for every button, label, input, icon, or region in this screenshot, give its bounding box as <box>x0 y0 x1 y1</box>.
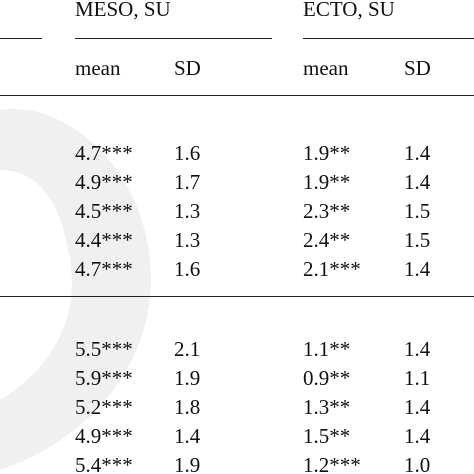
cell: 1.1 <box>404 366 431 390</box>
cell: 1.0 <box>404 453 431 474</box>
cell: 1.9 <box>174 453 201 474</box>
subheader: SD <box>404 56 431 80</box>
cell: 1.6 <box>174 141 201 165</box>
cell: 4.7*** <box>75 141 133 165</box>
rule <box>75 38 272 39</box>
subheader: mean <box>75 56 121 80</box>
rule <box>0 38 42 39</box>
cell: 1.3 <box>174 228 201 252</box>
cell: 1.1** <box>303 337 351 361</box>
cell: 0.9** <box>303 366 351 390</box>
cell: 1.9** <box>303 141 351 165</box>
rule <box>0 296 474 297</box>
cell: 1.4 <box>404 170 431 194</box>
cell: 1.5 <box>404 199 431 223</box>
cell: 5.2*** <box>75 395 133 419</box>
cell: 1.6 <box>174 257 201 281</box>
cell: 2.1*** <box>303 257 361 281</box>
cell: 1.9** <box>303 170 351 194</box>
cell: 1.3 <box>174 199 201 223</box>
cell: 5.4*** <box>75 453 133 474</box>
cell: 1.4 <box>174 424 201 448</box>
cell: 1.2*** <box>303 453 361 474</box>
cell: 1.5** <box>303 424 351 448</box>
cell: 1.7 <box>174 170 201 194</box>
cell: 2.4** <box>303 228 351 252</box>
cell: 1.5 <box>404 228 431 252</box>
cell: 1.4 <box>404 257 431 281</box>
cell: 4.9*** <box>75 424 133 448</box>
cell: 1.4 <box>404 395 431 419</box>
cell: 5.9*** <box>75 366 133 390</box>
group-header: MESO, SU <box>75 0 171 21</box>
cell: 1.8 <box>174 395 201 419</box>
cell: 5.5*** <box>75 337 133 361</box>
cell: 1.9 <box>174 366 201 390</box>
cell: 4.7*** <box>75 257 133 281</box>
cell: 4.9*** <box>75 170 133 194</box>
cell: 2.1 <box>174 337 201 361</box>
rule <box>0 95 474 96</box>
cell: 1.4 <box>404 424 431 448</box>
cell: 2.3** <box>303 199 351 223</box>
cell: 4.4*** <box>75 228 133 252</box>
cell: 1.4 <box>404 141 431 165</box>
group-header: ECTO, SU <box>303 0 395 21</box>
cell: 1.4 <box>404 337 431 361</box>
rule <box>303 38 474 39</box>
cell: 4.5*** <box>75 199 133 223</box>
subheader: SD <box>174 56 201 80</box>
cell: 1.3** <box>303 395 351 419</box>
subheader: mean <box>303 56 349 80</box>
